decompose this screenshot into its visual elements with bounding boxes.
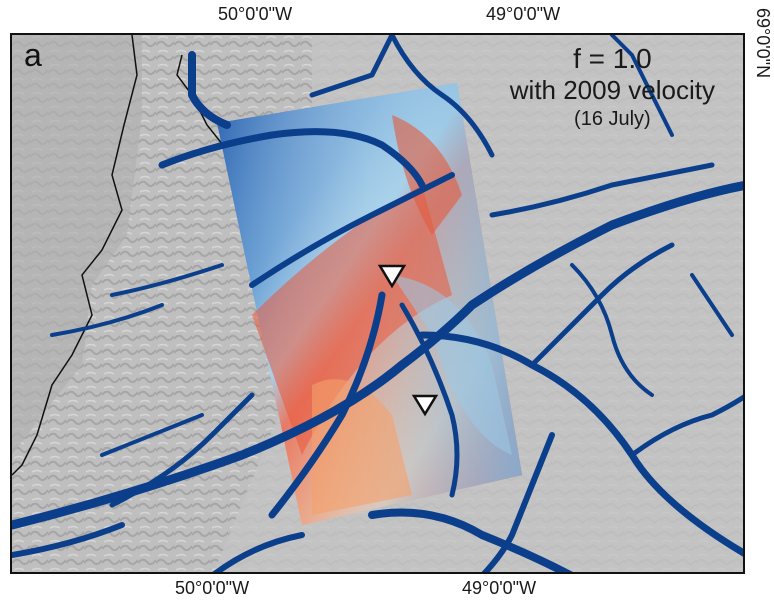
panel-title-line2: with 2009 velocity	[509, 75, 715, 105]
site-marker-lower	[411, 394, 439, 417]
bottom-longitude-tick-2: 49°0'0"W	[462, 578, 537, 598]
panel-title-line1: f = 1.0	[573, 43, 652, 74]
site-markers	[377, 264, 439, 417]
stream-network	[12, 35, 743, 572]
top-longitude-tick-2: 49°0'0"W	[486, 4, 561, 24]
panel-title-line3: (16 July)	[574, 108, 651, 130]
bottom-longitude-tick-1: 50°0'0"W	[175, 578, 250, 598]
ice-margin-line	[12, 35, 138, 476]
map-frame: a f = 1.0 with 2009 velocity (16 July)	[10, 33, 745, 574]
top-longitude-tick-1: 50°0'0"W	[218, 4, 293, 24]
panel-letter: a	[24, 37, 42, 73]
site-marker-upper	[377, 264, 407, 289]
ice-free-land	[12, 35, 142, 455]
right-latitude-tick: 69°0'0"N	[753, 8, 773, 79]
map-canvas	[12, 35, 743, 572]
panel-title-block: f = 1.0 with 2009 velocity (16 July)	[510, 43, 715, 133]
